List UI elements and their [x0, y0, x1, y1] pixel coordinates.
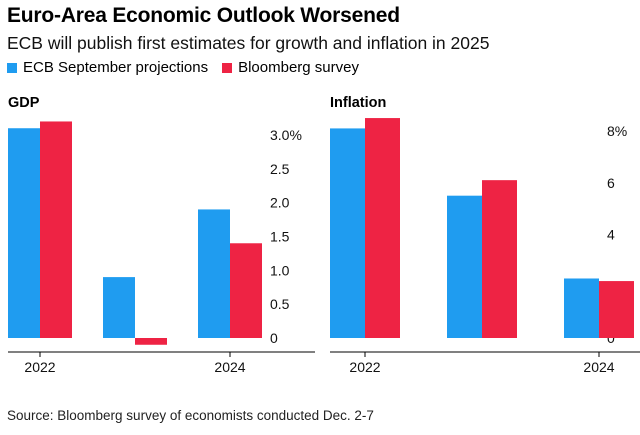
x-tick-label-gdp: 2024: [214, 359, 245, 375]
chart-title: Euro-Area Economic Outlook Worsened: [7, 4, 400, 27]
legend-swatch-bloomberg: [222, 62, 233, 73]
bar-inflation-2024-bloomberg: [599, 281, 634, 338]
x-tick-label-inflation: 2022: [349, 359, 380, 375]
x-tick-label-inflation: 2024: [583, 359, 614, 375]
bar-gdp-2023-ecb: [103, 277, 135, 338]
legend-item-bloomberg: Bloomberg survey: [222, 59, 359, 76]
y-tick-label-gdp: 0.5: [270, 296, 290, 312]
bar-inflation-2024-ecb: [564, 278, 599, 338]
y-tick-label-inflation: 8%: [607, 123, 627, 139]
bar-gdp-2022-ecb: [8, 128, 40, 338]
legend-label-ecb: ECB September projections: [23, 59, 209, 76]
legend-item-ecb: ECB September projections: [7, 59, 208, 76]
bar-inflation-2023-ecb: [447, 195, 482, 338]
legend: ECB September projections Bloomberg surv…: [7, 59, 373, 76]
legend-swatch-ecb: [7, 62, 17, 73]
bar-inflation-2023-bloomberg: [482, 180, 517, 338]
y-tick-label-gdp: 2.0: [270, 195, 290, 211]
bar-gdp-2023-bloomberg: [135, 338, 167, 345]
y-tick-label-gdp: 1.5: [270, 229, 290, 245]
y-tick-label-gdp: 2.5: [270, 161, 290, 177]
y-tick-label-inflation: 4: [607, 227, 615, 243]
y-tick-label-gdp: 0: [270, 330, 278, 346]
x-tick-label-gdp: 2022: [24, 359, 55, 375]
bar-inflation-2022-bloomberg: [365, 118, 400, 338]
legend-label-bloomberg: Bloomberg survey: [238, 59, 359, 76]
bar-gdp-2024-ecb: [198, 209, 230, 338]
bar-gdp-2022-bloomberg: [40, 121, 72, 338]
source-note: Source: Bloomberg survey of economists c…: [7, 408, 374, 423]
y-tick-label-gdp: 1.0: [270, 262, 290, 278]
panel-title-inflation: Inflation: [330, 95, 386, 111]
y-tick-label-gdp: 3.0%: [270, 127, 302, 143]
panel-title-gdp: GDP: [8, 95, 40, 111]
bar-inflation-2022-ecb: [330, 128, 365, 338]
chart-subtitle: ECB will publish first estimates for gro…: [7, 33, 490, 53]
y-tick-label-inflation: 6: [607, 175, 615, 191]
bar-gdp-2024-bloomberg: [230, 243, 262, 338]
